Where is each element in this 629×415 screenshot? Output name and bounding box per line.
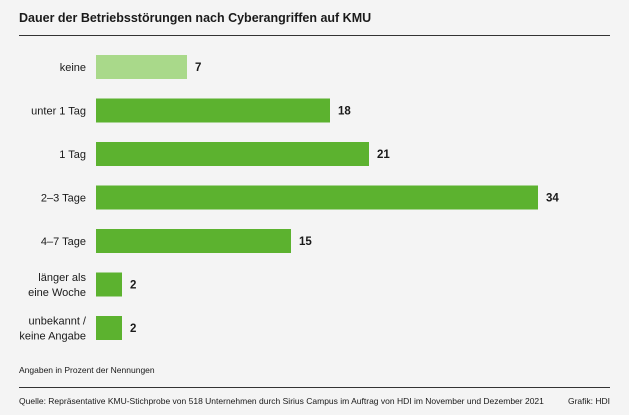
title-divider — [19, 35, 610, 36]
value-label-4: 15 — [299, 236, 312, 248]
category-label-6: unbekannt / keine Angabe — [19, 316, 87, 343]
bar-0 — [96, 55, 187, 79]
graphic-credit: Grafik: HDI — [567, 396, 610, 406]
value-label-2: 21 — [377, 149, 390, 161]
chart-title: Dauer der Betriebsstörungen nach Cyberan… — [19, 11, 372, 25]
bar-1 — [96, 98, 330, 123]
bar-3 — [96, 185, 538, 210]
category-label-3: 2–3 Tage — [41, 193, 86, 205]
value-label-3: 34 — [546, 193, 559, 205]
category-label-1: unter 1 Tag — [31, 106, 86, 118]
bar-5 — [96, 272, 122, 297]
category-label-4: 4–7 Tage — [41, 236, 86, 248]
unit-note: Angaben in Prozent der Nennungen — [19, 365, 155, 375]
bar-4 — [96, 229, 291, 253]
value-label-5: 2 — [130, 280, 136, 292]
bar-2 — [96, 142, 369, 166]
value-label-6: 2 — [130, 323, 136, 335]
source-note: Quelle: Repräsentative KMU-Stichprobe vo… — [19, 396, 544, 406]
bar-chart: 7 keine 18 unter 1 Tag 21 1 Tag 34 2–3 Tage 15 4–… — [19, 55, 559, 343]
footer-divider — [19, 387, 610, 388]
bar-6 — [96, 316, 122, 340]
value-label-0: 7 — [195, 62, 201, 74]
category-label-5: länger als eine Woche — [28, 272, 86, 299]
category-label-2: 1 Tag — [59, 149, 86, 161]
category-label-0: keine — [60, 62, 86, 74]
value-label-1: 18 — [338, 106, 351, 118]
